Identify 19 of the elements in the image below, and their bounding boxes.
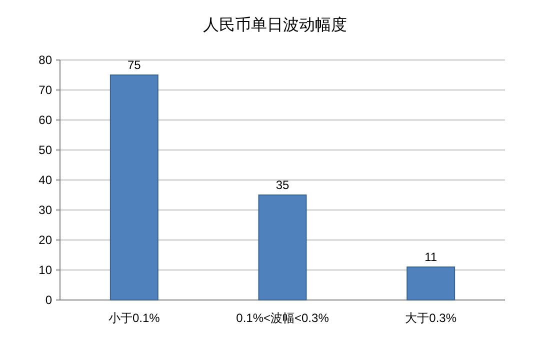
bar: [406, 266, 456, 300]
data-label: 35: [276, 178, 290, 192]
data-label: 11: [424, 250, 438, 264]
y-tick-label: 50: [38, 143, 52, 157]
y-tick-label: 30: [38, 203, 52, 217]
bar: [110, 74, 158, 300]
x-tick-label: 0.1%<波幅<0.3%: [236, 311, 330, 325]
y-tick-label: 10: [38, 263, 52, 277]
chart-title: 人民币单日波动幅度: [203, 16, 347, 34]
x-tick-label: 小于0.1%: [108, 311, 160, 325]
bar: [258, 194, 307, 300]
x-tick-label: 大于0.3%: [405, 311, 457, 325]
y-tick-label: 20: [38, 233, 52, 247]
y-tick-label: 60: [38, 113, 52, 127]
y-tick-label: 0: [45, 293, 52, 307]
y-tick-label: 80: [38, 53, 52, 67]
y-tick-label: 70: [38, 83, 52, 97]
y-tick-label: 40: [38, 173, 52, 187]
data-label: 75: [127, 58, 142, 72]
